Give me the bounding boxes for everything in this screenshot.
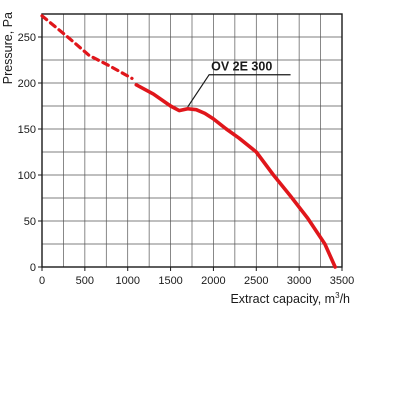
- series-line-dashed: [40, 14, 134, 81]
- x-tick-label: 0: [39, 275, 45, 287]
- series-line-solid: [134, 83, 337, 269]
- y-tick-label: 150: [18, 124, 36, 136]
- x-tick-label: 1500: [158, 275, 182, 287]
- grid: [42, 14, 342, 267]
- y-axis-title: Pressure, Pa: [1, 12, 15, 84]
- x-tick-label: 2000: [201, 275, 225, 287]
- x-tick-label: 3000: [287, 275, 311, 287]
- plot-frame: [41, 13, 343, 268]
- x-tick-label: 1000: [115, 275, 139, 287]
- y-tick-label: 100: [18, 170, 36, 182]
- y-tick-label: 0: [30, 262, 36, 274]
- x-tick-label: 3500: [330, 275, 354, 287]
- y-tick-label: 50: [24, 216, 36, 228]
- y-tick-label: 250: [18, 32, 36, 44]
- series-layer: [40, 14, 337, 269]
- y-axis-ticks: 0 50 100 150 200 250: [18, 32, 42, 274]
- x-tick-label: 500: [76, 275, 94, 287]
- x-tick-label: 2500: [244, 275, 268, 287]
- series-label: OV 2E 300: [211, 60, 272, 74]
- y-tick-label: 200: [18, 78, 36, 90]
- x-axis-title: Extract capacity, m3/h: [230, 291, 350, 306]
- annotation-layer: OV 2E 300: [187, 60, 291, 108]
- series-leader-line: [187, 74, 291, 108]
- x-axis-ticks: 0 500 1000 1500 2000 2500 3000 3500: [39, 267, 354, 287]
